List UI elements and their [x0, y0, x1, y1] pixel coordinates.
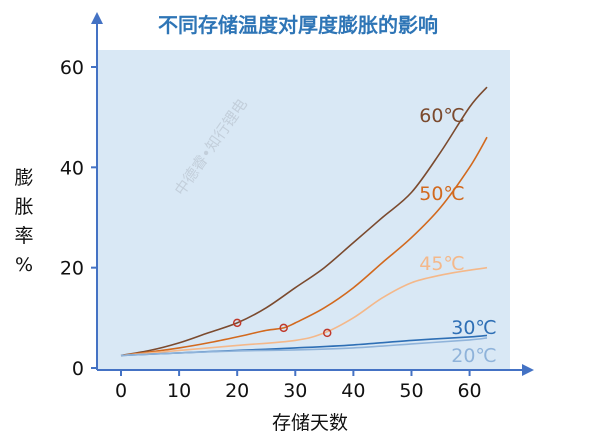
y-tick-label: 20 [60, 258, 84, 280]
y-axis-label: 膨胀率% [14, 167, 33, 276]
series-label: 50℃ [419, 183, 465, 205]
y-axis-arrow [91, 12, 103, 24]
y-axis-label-char: 胀 [14, 196, 33, 218]
y-tick-label: 60 [60, 57, 84, 79]
data-point-marker [279, 323, 288, 333]
series-line [120, 337, 488, 357]
series-line [120, 136, 488, 357]
x-tick-label: 40 [341, 380, 365, 402]
x-axis-label: 存储天数 [272, 412, 348, 434]
series-line [120, 86, 488, 357]
y-axis-label-char: % [15, 254, 33, 276]
series-line [120, 266, 488, 357]
plot-background [96, 50, 510, 370]
x-tick-label: 20 [225, 380, 249, 402]
x-tick-label: 10 [167, 380, 191, 402]
x-tick-label: 50 [399, 380, 423, 402]
series-label: 20℃ [451, 345, 497, 367]
y-axis-label-char: 膨 [14, 167, 33, 189]
y-axis-label-char: 率 [14, 225, 33, 247]
x-tick-label: 30 [283, 380, 307, 402]
y-tick-label: 0 [72, 358, 84, 380]
x-tick-label: 0 [115, 380, 127, 402]
x-tick-label: 60 [457, 380, 481, 402]
data-point-marker [322, 328, 332, 338]
x-axis-arrow [522, 364, 534, 376]
series-label: 60℃ [419, 105, 465, 127]
y-tick-label: 40 [60, 157, 84, 179]
chart-title: 不同存储温度对厚度膨胀的影响 [158, 13, 438, 37]
series-label: 45℃ [419, 253, 465, 275]
series-label: 30℃ [451, 317, 497, 339]
data-point-marker [232, 318, 242, 328]
